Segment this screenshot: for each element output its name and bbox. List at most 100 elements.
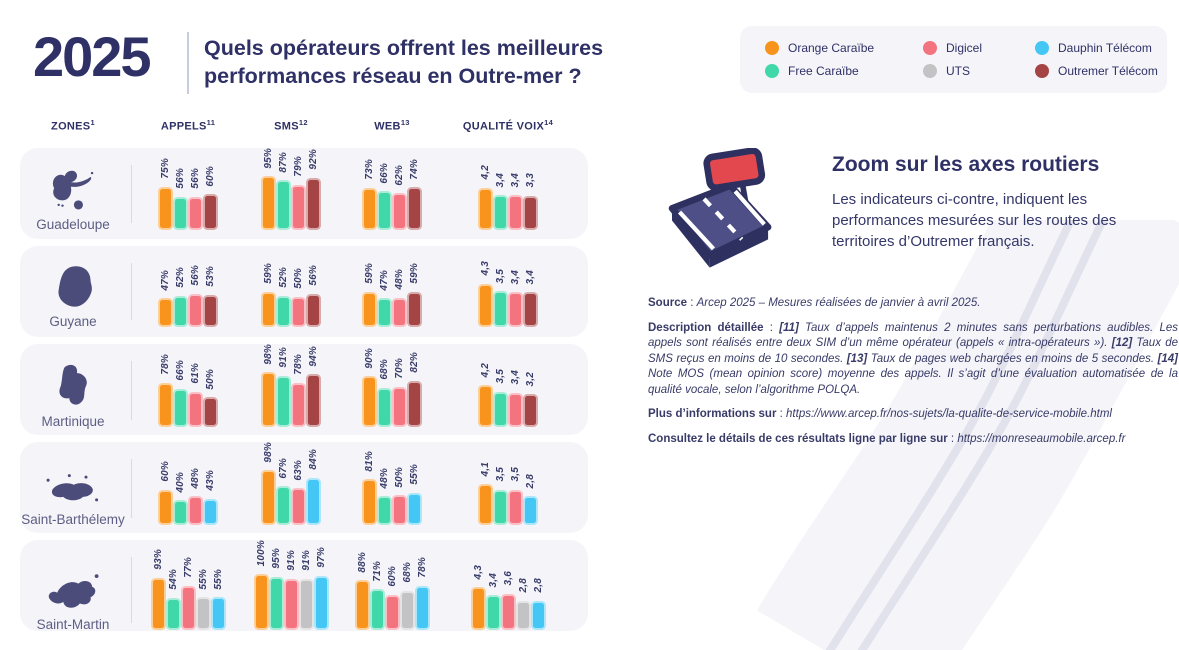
row-divider (130, 164, 132, 223)
bar-column-free-caraibe: 3,4 (487, 572, 499, 629)
bar-column-orange-caraibe: 78% (160, 354, 171, 426)
legend-item-dauphin-telecom: Dauphin Télécom (1035, 40, 1179, 55)
bar-column-orange-caraibe: 4,3 (480, 261, 491, 325)
bar-column-orange-caraibe: 98% (263, 442, 274, 524)
bar-group: 98% 91% 78% 94% (263, 344, 319, 426)
chart-web-guyane: 59% 47% 48% 59% (342, 246, 442, 337)
bar-digicel (394, 299, 405, 325)
bar-value-label: 68% (379, 359, 390, 380)
bar-orange-caraibe (364, 378, 375, 426)
bar-value-label: 3,3 (525, 173, 536, 188)
bar-digicel (394, 497, 405, 524)
bar-value-label: 91% (300, 550, 312, 571)
bar-column-digicel: 62% (394, 165, 405, 228)
bar-column-free-caraibe: 47% (379, 270, 390, 325)
bar-column-orange-caraibe: 4,2 (480, 165, 491, 228)
bar-value-label: 97% (315, 546, 327, 568)
bar-value-label: 68% (401, 562, 413, 583)
details-line: Consultez le détails de ces résultats li… (648, 432, 1126, 445)
bar-uts (517, 602, 529, 629)
bar-dauphin-telecom (212, 599, 224, 629)
bar-value-label: 91% (278, 347, 289, 368)
legend-label: Free Caraïbe (788, 64, 859, 79)
bar-orange-caraibe (160, 492, 171, 524)
bar-value-label: 52% (175, 267, 186, 288)
bar-value-label: 84% (308, 448, 319, 470)
zone-map-guadeloupe-icon (39, 167, 107, 214)
bar-value-label: 66% (175, 360, 186, 381)
bar-free-caraibe (379, 498, 390, 524)
bar-digicel (293, 490, 304, 524)
bar-value-label: 40% (175, 471, 186, 493)
bar-uts (197, 599, 209, 629)
bar-value-label: 98% (263, 343, 274, 365)
bar-value-label: 60% (386, 566, 398, 587)
bar-value-label: 94% (308, 345, 319, 367)
bar-column-free-caraibe: 56% (175, 168, 186, 228)
bar-value-label: 73% (364, 159, 375, 180)
bar-value-label: 71% (371, 560, 383, 582)
bar-free-caraibe (278, 377, 289, 426)
bar-digicel (190, 198, 201, 228)
bar-value-label: 3,5 (510, 467, 521, 482)
bar-column-uts: 2,8 (517, 578, 529, 629)
bar-orange-caraibe (364, 481, 375, 524)
source-label: Source (648, 297, 687, 309)
bar-value-label: 92% (308, 149, 319, 170)
bar-column-digicel: 3,4 (510, 370, 521, 426)
bar-column-dauphin-telecom: 84% (308, 448, 319, 524)
road-icon (668, 148, 772, 268)
bar-value-label: 60% (160, 461, 171, 483)
table-rows: Guadeloupe 75% 56% 56% 60% 95% 87% 79% 92% 73% 66%… (20, 147, 588, 632)
bar-free-caraibe (495, 293, 506, 325)
bar-free-caraibe (495, 197, 506, 228)
chart-sms-martinique: 98% 91% 78% 94% (240, 344, 342, 438)
more-info-label: Plus d’informations sur (648, 408, 777, 420)
description-paragraph: Description détaillée : [11] Taux d’appe… (648, 321, 1179, 396)
bar-orange-caraibe (472, 589, 484, 629)
bar-column-outremer-telecom: 82% (409, 352, 420, 426)
bar-value-label: 3,4 (487, 572, 499, 588)
zone-label: Martinique (41, 414, 105, 430)
bar-value-label: 4,2 (480, 362, 491, 378)
bar-orange-caraibe (255, 576, 267, 629)
bar-group: 88% 71% 60% 68% 78% (356, 552, 428, 629)
row-divider (130, 262, 132, 320)
bar-digicel (394, 388, 405, 426)
bar-free-caraibe (278, 297, 289, 325)
zone-label: Guyane (49, 313, 97, 329)
bar-free-caraibe (487, 597, 499, 629)
bar-column-digicel: 79% (293, 156, 304, 228)
bar-value-label: 78% (416, 556, 428, 578)
chart-appels-saint-martin: 93% 54% 77% 55% 55% (136, 540, 240, 640)
column-header-sms: SMS12 (274, 118, 308, 133)
more-info-line: Plus d’informations sur : https://www.ar… (648, 408, 1112, 420)
bar-outremer-telecom (205, 399, 216, 426)
info-block: Source : Arcep 2025 – Mesures réalisées … (648, 296, 1178, 456)
background-road-swoosh (757, 220, 1179, 650)
bar-orange-caraibe (364, 189, 375, 228)
bar-value-label: 67% (278, 457, 289, 479)
bar-value-label: 3,4 (525, 269, 536, 285)
bar-column-orange-caraibe: 59% (263, 263, 274, 325)
more-info-url: https://www.arcep.fr/nos-sujets/la-quali… (786, 408, 1112, 420)
bar-value-label: 3,2 (525, 371, 536, 387)
zone-cell: Guadeloupe (20, 148, 126, 240)
bar-free-caraibe (175, 502, 186, 524)
row-divider (130, 458, 132, 519)
legend-label: Orange Caraïbe (788, 40, 875, 55)
bar-orange-caraibe (263, 472, 274, 524)
bar-column-free-caraibe: 91% (278, 347, 289, 426)
bar-digicel (510, 491, 521, 524)
bar-column-orange-caraibe: 95% (263, 148, 274, 228)
bar-value-label: 66% (379, 162, 390, 184)
bar-value-label: 4,3 (480, 261, 491, 276)
bar-column-free-caraibe: 68% (379, 359, 390, 426)
bar-group: 81% 48% 50% 55% (364, 451, 420, 524)
bar-column-digicel: 3,4 (510, 173, 521, 228)
bar-outremer-telecom (525, 197, 536, 228)
bar-free-caraibe (379, 389, 390, 426)
bar-column-orange-caraibe: 100% (255, 540, 267, 629)
bar-value-label: 78% (293, 354, 304, 375)
